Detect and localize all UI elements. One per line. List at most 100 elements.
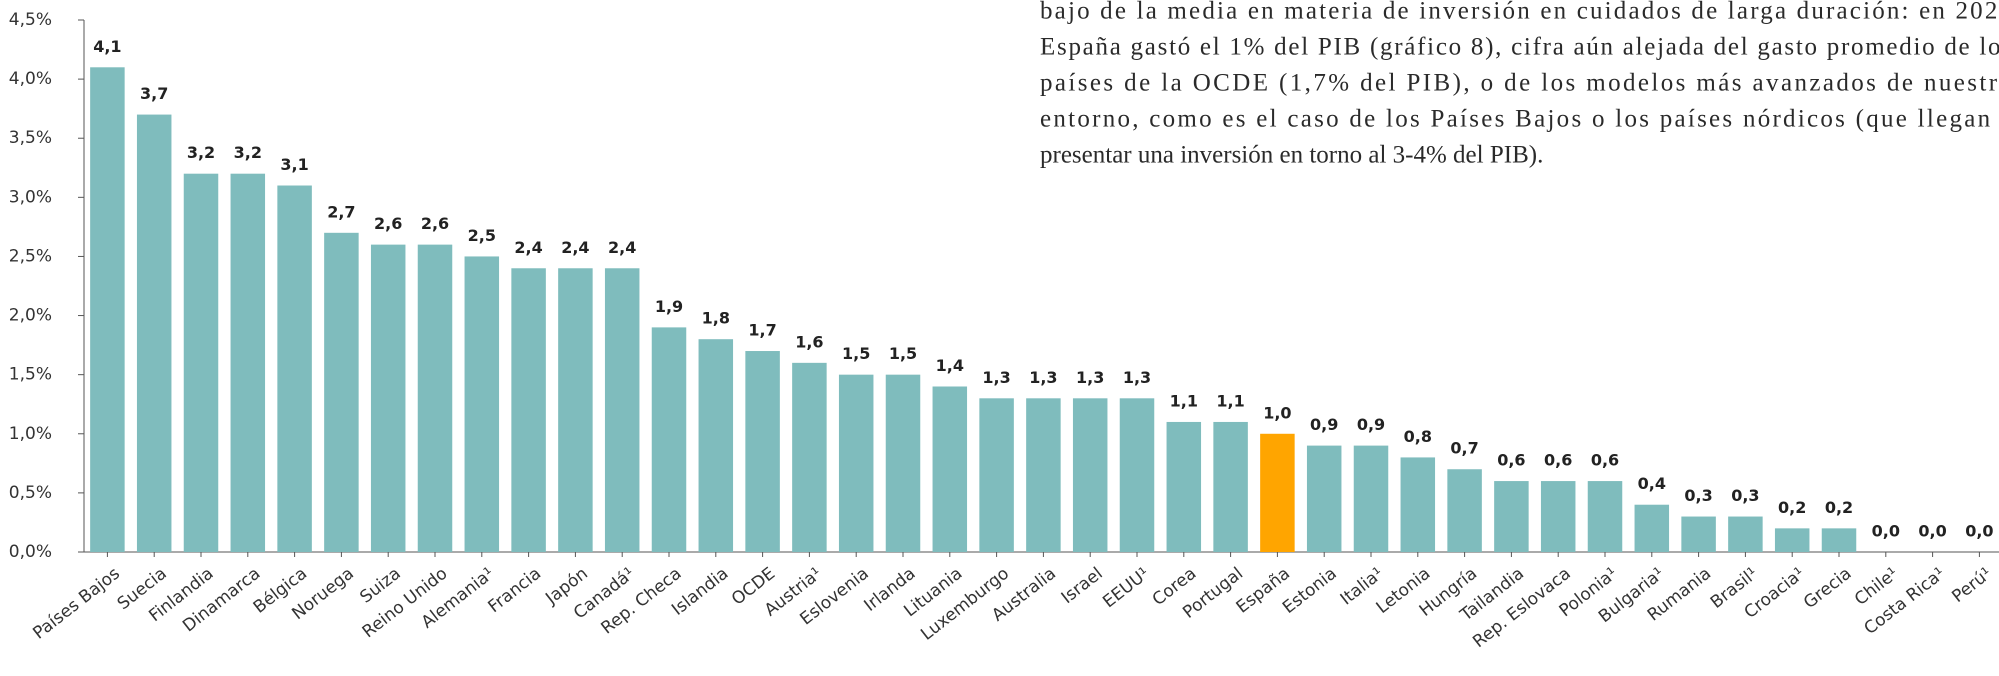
value-label: 0,0	[1965, 522, 1993, 541]
bar	[1634, 504, 1670, 552]
x-tick-label: Perú¹	[1948, 564, 1996, 607]
value-label: 3,7	[140, 84, 168, 103]
value-label: 0,0	[1918, 522, 1946, 541]
value-label: 0,2	[1825, 498, 1853, 517]
value-label: 0,0	[1872, 522, 1900, 541]
x-tick-label: EEUU¹	[1099, 564, 1153, 613]
value-label: 0,9	[1357, 415, 1385, 434]
bar	[838, 374, 874, 552]
bar	[979, 398, 1014, 552]
bar	[1166, 421, 1202, 552]
bar	[1774, 528, 1810, 552]
value-label: 0,8	[1404, 427, 1432, 446]
bar	[511, 268, 546, 552]
y-tick-label: 2,5%	[9, 246, 52, 266]
bar	[745, 351, 780, 552]
value-label: 1,5	[889, 344, 917, 363]
bar	[1540, 481, 1576, 552]
annotation-line: España gastó el 1% del PIB (gráfico 8), …	[1040, 34, 1999, 61]
bar	[792, 362, 827, 552]
bar	[651, 327, 687, 552]
bar	[698, 339, 734, 552]
bar	[1587, 481, 1623, 552]
value-label: 0,3	[1731, 486, 1759, 505]
value-label: 2,6	[421, 214, 449, 233]
y-tick-label: 1,5%	[9, 365, 52, 385]
bar	[1026, 398, 1061, 552]
bar	[604, 268, 640, 552]
bar	[1728, 516, 1763, 552]
y-tick-label: 2,0%	[9, 306, 52, 326]
y-tick-label: 4,5%	[9, 10, 52, 30]
x-tick-label: Grecia	[1800, 564, 1855, 613]
annotation-line: entorno, como es el caso de los Países B…	[1040, 106, 1999, 133]
bar	[1260, 433, 1295, 552]
value-label: 3,2	[187, 143, 215, 162]
value-label: 0,6	[1591, 451, 1619, 470]
value-label: 0,4	[1638, 474, 1666, 493]
value-label: 1,8	[702, 309, 730, 328]
bar	[1494, 481, 1529, 552]
y-tick-label: 0,0%	[9, 542, 52, 562]
bar	[1306, 445, 1342, 552]
annotation-line: bajo de la media en materia de inversión…	[1040, 0, 1999, 25]
value-label: 3,2	[234, 143, 262, 162]
bar	[136, 114, 172, 553]
bar	[90, 67, 125, 553]
x-tick-label: Estonia	[1279, 564, 1341, 618]
bar	[183, 173, 219, 552]
value-label: 1,3	[982, 368, 1010, 387]
bar	[464, 256, 500, 552]
annotation-line: países de la OCDE (1,7% del PIB), o de l…	[1040, 70, 1999, 97]
value-label: 1,6	[795, 332, 823, 351]
bar	[932, 386, 968, 552]
x-tick-label: Israel	[1058, 564, 1107, 608]
value-label: 0,2	[1778, 498, 1806, 517]
bar	[324, 232, 359, 553]
value-label: 1,0	[1263, 403, 1291, 422]
bar	[1072, 398, 1108, 552]
value-label: 3,1	[280, 155, 308, 174]
bar	[1400, 457, 1436, 552]
y-tick-label: 1,0%	[9, 424, 52, 444]
value-label: 0,7	[1450, 439, 1478, 458]
value-label: 1,4	[936, 356, 964, 375]
value-label: 2,5	[468, 226, 496, 245]
value-label: 4,1	[93, 37, 121, 56]
value-label: 1,9	[655, 297, 683, 316]
value-label: 2,4	[608, 238, 636, 257]
bar	[1213, 421, 1248, 552]
value-label: 1,1	[1216, 391, 1244, 410]
value-label: 1,3	[1123, 368, 1151, 387]
bar	[1353, 445, 1389, 552]
value-label: 1,5	[842, 344, 870, 363]
x-tick-label: Francia	[485, 564, 546, 617]
y-tick-label: 3,5%	[9, 128, 52, 148]
y-tick-label: 0,5%	[9, 483, 52, 503]
annotation-line: presentar una inversión en torno al 3-4%…	[1040, 142, 1543, 169]
value-label: 1,3	[1076, 368, 1104, 387]
bar	[1119, 398, 1155, 552]
bar	[558, 268, 593, 552]
value-label: 1,1	[1170, 391, 1198, 410]
bar	[370, 244, 406, 552]
value-label: 0,6	[1497, 451, 1525, 470]
y-tick-label: 4,0%	[9, 69, 52, 89]
value-label: 2,6	[374, 214, 402, 233]
bar	[230, 173, 266, 552]
value-label: 0,6	[1544, 451, 1572, 470]
value-label: 0,9	[1310, 415, 1338, 434]
bar	[277, 185, 312, 552]
bar	[885, 374, 921, 552]
bar	[1821, 528, 1857, 552]
value-label: 1,3	[1029, 368, 1057, 387]
value-label: 0,3	[1684, 486, 1712, 505]
x-tick-label: Países Bajos	[29, 564, 124, 644]
bar	[1447, 469, 1482, 552]
value-label: 2,4	[514, 238, 542, 257]
value-label: 2,7	[327, 202, 355, 221]
value-label: 1,7	[748, 321, 776, 340]
value-label: 2,4	[561, 238, 589, 257]
